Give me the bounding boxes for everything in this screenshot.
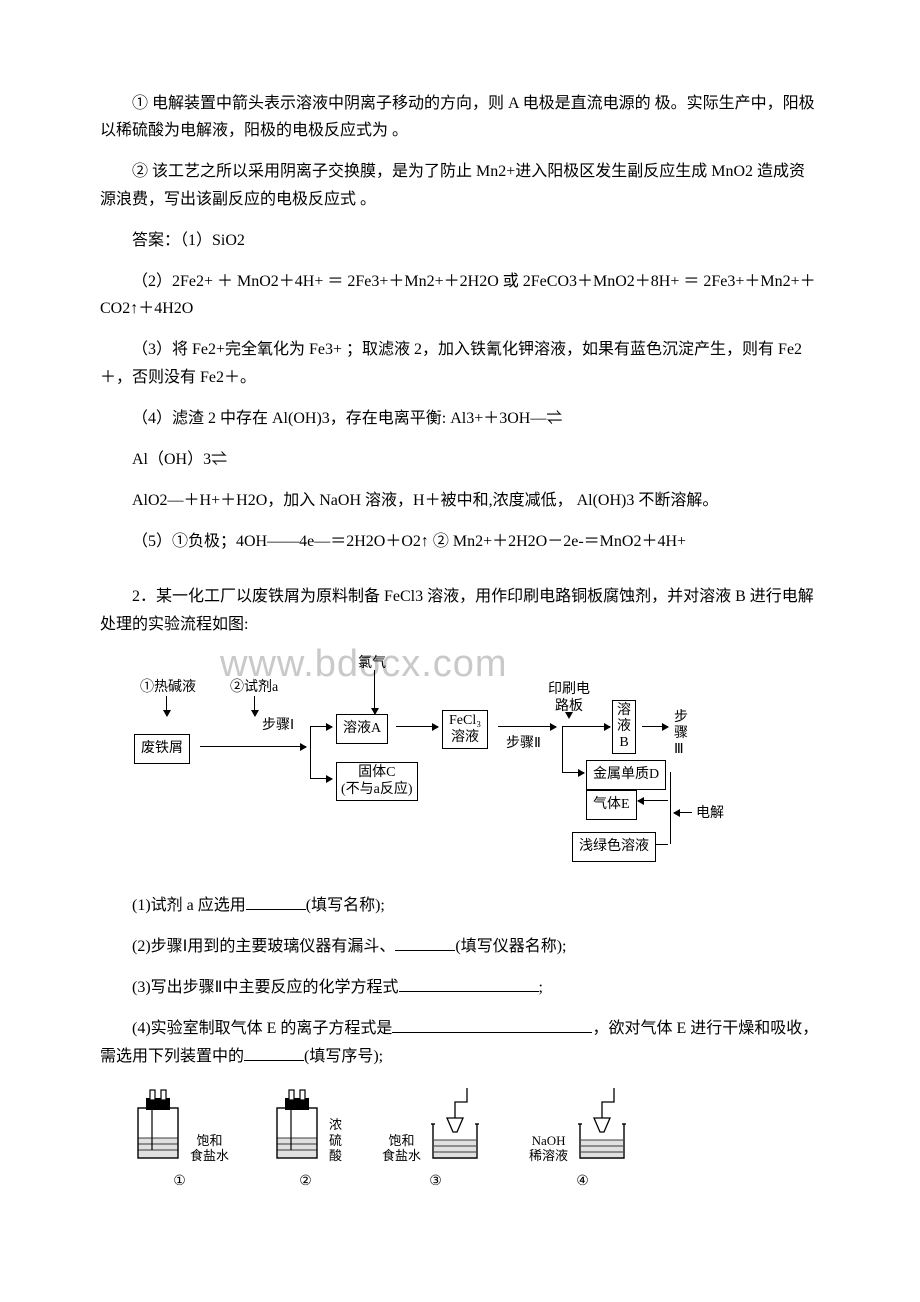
fc-box-gas-e: 气体E bbox=[586, 790, 637, 820]
fc-step3-l3: Ⅲ bbox=[674, 742, 688, 758]
answer-4a: （4）滤渣 2 中存在 Al(OH)3，存在电离平衡: Al3+＋3OH—⇌ bbox=[100, 405, 820, 432]
fc-box-fecl3: FeCl₃ 溶液 bbox=[442, 710, 488, 750]
blank-equation bbox=[399, 975, 539, 992]
fc-box-solution-b: 溶 液 B bbox=[612, 700, 636, 754]
beaker-funnel-2-icon bbox=[572, 1084, 636, 1164]
paragraph-q1-1: ① 电解装置中箭头表示溶液中阴离子移动的方向，则 A 电极是直流电源的 极。实际… bbox=[100, 90, 820, 144]
apparatus-3-label: 饱和食盐水 bbox=[382, 1133, 421, 1164]
fc-box-solution-a: 溶液A bbox=[336, 714, 388, 744]
gas-washing-bottle-2-icon bbox=[269, 1084, 325, 1164]
apparatus-1-label: 饱和食盐水 bbox=[190, 1133, 229, 1164]
answer-1: 答案：（1）SiO2 bbox=[100, 227, 820, 254]
fc-box-scrap-iron: 废铁屑 bbox=[134, 734, 190, 764]
q2-3-text-b: ; bbox=[539, 979, 543, 996]
apparatus-4-number: ④ bbox=[576, 1170, 589, 1194]
q2-1-text-b: (填写名称); bbox=[306, 897, 385, 914]
fc-box-green-solution: 浅绿色溶液 bbox=[572, 832, 656, 862]
fc-fecl3-l1: FeCl₃ bbox=[449, 713, 481, 730]
flowchart-diagram: 氯气 ①热碱液 ②试剂a 步骤Ⅰ 废铁屑 溶液A 固体C (不与a反应) bbox=[130, 652, 810, 872]
apparatus-3: 饱和食盐水 bbox=[382, 1084, 489, 1194]
apparatus-4: NaOH稀溶液 ④ bbox=[529, 1084, 636, 1194]
fc-box-metal-d: 金属单质D bbox=[586, 760, 666, 790]
fc-solb-l2: 液 bbox=[617, 719, 631, 735]
answer-2: （2）2Fe2+ ＋ MnO2＋4H+ ＝ 2Fe3+＋Mn2+＋2H2O 或 … bbox=[100, 268, 820, 322]
apparatus-2-number: ② bbox=[299, 1170, 312, 1194]
q2-4-text-a: (4)实验室制取气体 E 的离子方程式是 bbox=[132, 1020, 392, 1037]
fc-label-in1: ①热碱液 bbox=[140, 676, 196, 700]
q2-1-text-a: (1)试剂 a 应选用 bbox=[132, 897, 246, 914]
fc-solb-l3: B bbox=[617, 735, 631, 751]
beaker-funnel-1-icon bbox=[425, 1084, 489, 1164]
fc-label-pcb: 印刷电 路板 bbox=[548, 682, 590, 716]
blank-reagent-a bbox=[246, 893, 306, 910]
apparatus-1-number: ① bbox=[173, 1170, 186, 1194]
answer-4b: Al（OH）3⇌ bbox=[132, 446, 820, 473]
fc-solid-c-l2: (不与a反应) bbox=[341, 782, 413, 799]
blank-ionic-eq bbox=[392, 1016, 592, 1033]
apparatus-4-label: NaOH稀溶液 bbox=[529, 1133, 568, 1164]
answer-3: （3）将 Fe2+完全氧化为 Fe3+ ；取滤液 2，加入铁氰化钾溶液，如果有蓝… bbox=[100, 336, 820, 390]
paragraph-q1-2: ② 该工艺之所以采用阴离子交换膜，是为了防止 Mn2+进入阳极区发生副反应生成 … bbox=[100, 158, 820, 212]
q2-2-text-a: (2)步骤Ⅰ用到的主要玻璃仪器有漏斗、 bbox=[132, 938, 395, 955]
fc-solb-l1: 溶 bbox=[617, 703, 631, 719]
apparatus-row: 饱和食盐水 ① bbox=[130, 1084, 820, 1194]
fc-label-electrolysis: 电解 bbox=[696, 802, 724, 826]
fc-box-solid-c: 固体C (不与a反应) bbox=[336, 762, 418, 802]
apparatus-2: 浓硫酸 ② bbox=[269, 1084, 342, 1194]
answer-5: （5）①负极；4OH——4e—＝2H2O＋O2↑ ② Mn2+＋2H2O－2e-… bbox=[100, 528, 820, 555]
fc-label-step2: 步骤Ⅱ bbox=[506, 732, 541, 756]
fc-step3-l1: 步 bbox=[674, 710, 688, 726]
apparatus-2-label: 浓硫酸 bbox=[329, 1117, 342, 1164]
q2-3-text-a: (3)写出步骤Ⅱ中主要反应的化学方程式 bbox=[132, 979, 399, 996]
question-2-intro: 2．某一化工厂以废铁屑为原料制备 FeCl3 溶液，用作印刷电路铜板腐蚀剂，并对… bbox=[100, 583, 820, 637]
question-2-1: (1)试剂 a 应选用 (填写名称); bbox=[100, 892, 820, 919]
fc-label-step3: 步 骤 Ⅲ bbox=[674, 710, 688, 758]
blank-glassware bbox=[395, 934, 455, 951]
answer-4c: AlO2—＋H+＋H2O，加入 NaOH 溶液，H＋被中和,浓度减低， Al(O… bbox=[132, 487, 820, 514]
question-2-3: (3)写出步骤Ⅱ中主要反应的化学方程式; bbox=[100, 974, 820, 1001]
fc-fecl3-l2: 溶液 bbox=[449, 730, 481, 747]
question-2-2: (2)步骤Ⅰ用到的主要玻璃仪器有漏斗、 (填写仪器名称); bbox=[100, 933, 820, 960]
q2-4-text-c: (填写序号); bbox=[304, 1048, 383, 1065]
question-2-4: (4)实验室制取气体 E 的离子方程式是，欲对气体 E 进行干燥和吸收，需选用下… bbox=[100, 1015, 820, 1069]
q2-2-text-b: (填写仪器名称); bbox=[455, 938, 566, 955]
fc-solid-c-l1: 固体C bbox=[341, 765, 413, 782]
fc-pcb-l1: 印刷电 bbox=[548, 682, 590, 699]
fc-label-step1: 步骤Ⅰ bbox=[262, 714, 294, 738]
apparatus-1: 饱和食盐水 ① bbox=[130, 1084, 229, 1194]
fc-step3-l2: 骤 bbox=[674, 726, 688, 742]
blank-device-num bbox=[244, 1044, 304, 1061]
gas-washing-bottle-1-icon bbox=[130, 1084, 186, 1164]
fc-label-chlorine: 氯气 bbox=[358, 652, 386, 676]
apparatus-3-number: ③ bbox=[429, 1170, 442, 1194]
